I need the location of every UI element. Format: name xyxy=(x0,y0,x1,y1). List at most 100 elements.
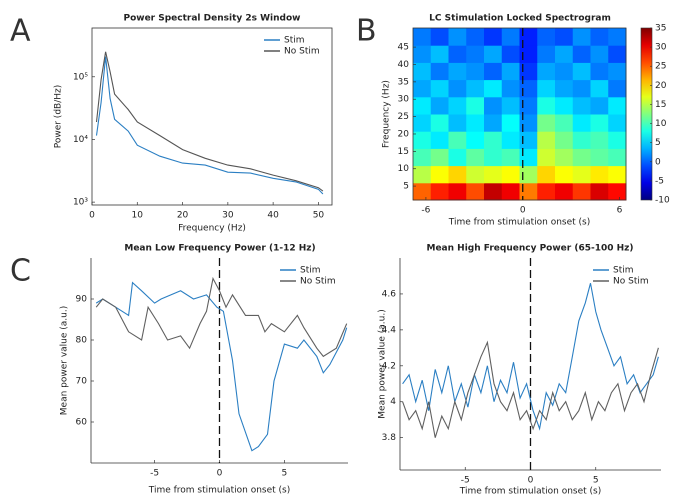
heatmap-cell xyxy=(413,182,432,201)
heatmap-cell xyxy=(501,182,520,201)
legend-label: Stim xyxy=(284,36,305,46)
x-tick-label: 10 xyxy=(132,211,144,221)
heatmap-cell xyxy=(430,62,449,81)
heatmap-cell xyxy=(519,148,538,167)
heatmap-cell xyxy=(430,96,449,115)
heatmap-cell xyxy=(430,79,449,98)
heatmap-cell xyxy=(608,45,627,63)
heatmap-cell xyxy=(555,28,574,46)
y-tick-label: 4.2 xyxy=(382,361,396,371)
heatmap-cell xyxy=(448,114,467,132)
heatmap-cell xyxy=(430,148,449,167)
heatmap-cell xyxy=(572,79,591,98)
heatmap-cell xyxy=(413,96,432,115)
heatmap-cell xyxy=(555,114,574,132)
y-axis-label: Mean power value (a.u.) xyxy=(378,309,388,418)
y-tick-label: 4.4 xyxy=(382,325,397,335)
heatmap-cell xyxy=(537,148,556,167)
colorbar-tick-label: 15 xyxy=(655,100,666,110)
x-tick-label: 0 xyxy=(528,476,534,486)
heatmap-cell xyxy=(448,148,467,167)
heatmap-cell xyxy=(484,96,503,115)
heatmap-cell xyxy=(448,45,467,63)
panel-label: A xyxy=(10,14,31,49)
y-tick-label: 40 xyxy=(398,60,410,70)
y-tick-label: 4.6 xyxy=(382,289,397,299)
y-tick-label: 5 xyxy=(403,182,409,192)
heatmap-cell xyxy=(448,131,467,149)
colorbar-tick-label: -5 xyxy=(655,176,664,186)
y-tick-label: 3.8 xyxy=(382,433,397,443)
x-tick-label: 40 xyxy=(267,211,279,221)
heatmap-cell xyxy=(608,131,627,149)
series-line xyxy=(95,281,348,452)
heatmap-cell xyxy=(519,45,538,63)
heatmap-cell xyxy=(430,114,449,132)
heatmap-cell xyxy=(590,182,609,201)
series-line xyxy=(95,276,348,358)
heatmap-cell xyxy=(413,28,432,46)
heatmap-cell xyxy=(519,165,538,184)
heatmap-cell xyxy=(466,114,485,132)
y-tick-label: 30 xyxy=(398,95,410,105)
heatmap-cell xyxy=(590,79,609,98)
y-tick-label: 20 xyxy=(398,129,410,139)
colorbar-tick-label: 30 xyxy=(655,43,667,53)
heatmap-cell xyxy=(608,96,627,115)
y-tick-label: 10 xyxy=(398,164,410,174)
heatmap-cell xyxy=(484,148,503,167)
heatmap-cell xyxy=(608,148,627,167)
colorbar-tick-label: -10 xyxy=(655,196,670,206)
colorbar-tick-label: 20 xyxy=(655,81,667,91)
heatmap-cell xyxy=(501,45,520,63)
heatmap-cell xyxy=(448,182,467,201)
legend-label: No Stim xyxy=(613,277,649,287)
heatmap-cell xyxy=(572,45,591,63)
x-axis-label: Time from stimulation onset (s) xyxy=(148,486,291,496)
x-tick-label: 30 xyxy=(222,211,234,221)
heatmap-cell xyxy=(608,62,627,81)
heatmap-cell xyxy=(501,79,520,98)
y-axis-label: Power (dB/Hz) xyxy=(54,85,64,149)
heatmap-cell xyxy=(466,182,485,201)
x-tick-label: 50 xyxy=(313,211,325,221)
legend-label: Stim xyxy=(613,266,634,276)
heatmap-cell xyxy=(484,45,503,63)
axes-box xyxy=(91,27,333,206)
heatmap-cell xyxy=(466,62,485,81)
heatmap-cell xyxy=(537,28,556,46)
y-tick-label: 15 xyxy=(398,147,409,157)
heatmap-cell xyxy=(555,96,574,115)
heatmap-cell xyxy=(590,165,609,184)
y-tick-label: 60 xyxy=(76,418,88,428)
chart-title: LC Stimulation Locked Spectrogram xyxy=(429,14,611,24)
heatmap-cell xyxy=(501,114,520,132)
heatmap-cell xyxy=(466,45,485,63)
heatmap-cell xyxy=(572,62,591,81)
heatmap-cell xyxy=(537,114,556,132)
colorbar-tick-label: 5 xyxy=(655,138,661,148)
heatmap-cell xyxy=(448,28,467,46)
heatmap-cell xyxy=(466,148,485,167)
series-line xyxy=(95,56,324,195)
heatmap-cell xyxy=(555,62,574,81)
heatmap-cell xyxy=(590,45,609,63)
heatmap-cell xyxy=(466,28,485,46)
x-tick-label: 0 xyxy=(89,211,95,221)
heatmap-cell xyxy=(413,114,432,132)
heatmap-cell xyxy=(537,45,556,63)
x-axis-label: Time from stimulation onset (s) xyxy=(459,487,602,497)
y-tick-label: 90 xyxy=(76,295,88,305)
heatmap-cell xyxy=(448,165,467,184)
heatmap-cell xyxy=(430,182,449,201)
heatmap-cell xyxy=(501,131,520,149)
heatmap-cell xyxy=(590,114,609,132)
heatmap-cell xyxy=(537,131,556,149)
y-tick-label: 25 xyxy=(398,112,409,122)
x-tick-label: 5 xyxy=(282,469,288,479)
heatmap-cell xyxy=(590,96,609,115)
heatmap-cell xyxy=(572,96,591,115)
heatmap-cell xyxy=(519,96,538,115)
heatmap-cell xyxy=(501,96,520,115)
heatmap-cell xyxy=(537,182,556,201)
